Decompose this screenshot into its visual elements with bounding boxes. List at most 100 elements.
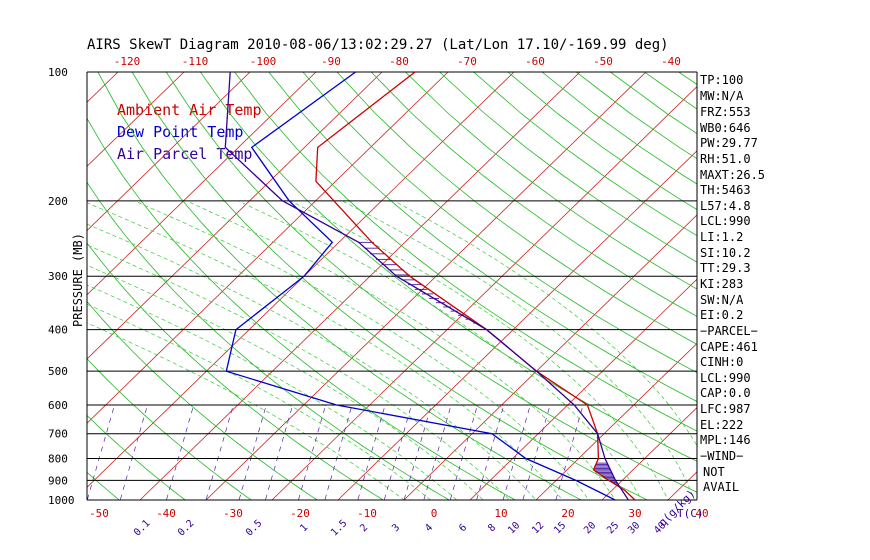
- stat-wind-header: −WIND−: [700, 449, 744, 463]
- chart-title: AIRS SkewT Diagram 2010-08-06/13:02:29.2…: [87, 37, 669, 53]
- stat-frz: FRZ:553: [700, 105, 751, 119]
- moist-adiabat-line: [341, 200, 695, 500]
- moist-adiabat-lines: [87, 200, 697, 500]
- bottom-temp-tick-label: 20: [561, 507, 574, 520]
- isotherm-line: [87, 72, 449, 424]
- legend-air-parcel-temp: Air Parcel Temp: [117, 145, 253, 163]
- stat-el: EL:222: [700, 418, 744, 432]
- dry-adiabat-line: [370, 72, 697, 317]
- stat-maxt: MAXT:26.5: [700, 168, 766, 182]
- mixing-ratio-tick-label: 6: [457, 522, 469, 534]
- stat-mw: MW:N/A: [700, 89, 744, 103]
- dry-adiabat-line: [781, 72, 870, 509]
- stat-wb0: WB0:646: [700, 121, 751, 135]
- stat-ei: EI:0.2: [700, 308, 744, 322]
- dry-adiabat-line: [747, 72, 870, 509]
- bottom-temp-tick-label: -50: [89, 507, 109, 520]
- moist-adiabat-line: [238, 200, 642, 500]
- dry-adiabat-line: [644, 72, 697, 110]
- isotherm-line: [403, 214, 697, 500]
- stat-wind-not: NOT: [703, 465, 725, 479]
- dry-adiabat-line: [131, 72, 649, 500]
- dry-adiabat-line: [850, 72, 870, 509]
- mixing-ratio-line: [265, 404, 294, 500]
- mixing-ratio-line: [555, 404, 584, 500]
- isotherm-line: [469, 278, 697, 500]
- dry-adiabat-line: [439, 72, 697, 263]
- mixing-ratio-tick-label: 1: [298, 522, 310, 534]
- mixing-ratio-line: [502, 404, 531, 500]
- moist-adiabat-line: [289, 200, 669, 500]
- dry-adiabat-line: [234, 72, 697, 432]
- legend-dew-point-temp: Dew Point Temp: [117, 123, 244, 141]
- dry-adiabat-line: [405, 72, 697, 290]
- moist-adiabat-line: [87, 223, 537, 500]
- dry-adiabat-line: [336, 72, 697, 345]
- stat-tt: TT:29.3: [700, 261, 751, 275]
- isobar-lines: [86, 71, 698, 501]
- dry-adiabat-line: [678, 72, 697, 85]
- mixing-ratio-tick-label: 30: [626, 520, 642, 536]
- dry-adiabat-line: [815, 72, 870, 509]
- mixing-ratio-line: [166, 404, 195, 500]
- mixing-ratio-tick-label: 8: [486, 522, 498, 534]
- mixing-ratio-line: [403, 404, 432, 500]
- bottom-temp-tick-label: -10: [357, 507, 377, 520]
- mixing-ratio-tick-label: 0.1: [132, 518, 153, 539]
- bottom-temp-tick-label: -40: [156, 507, 176, 520]
- dry-adiabat-line: [0, 72, 63, 509]
- mixing-ratio-line: [205, 404, 234, 500]
- ambient-air-temp-line: [315, 72, 636, 500]
- isotherm-line: [800, 72, 870, 500]
- dry-adiabat-line: [541, 72, 697, 185]
- dry-adiabat-line: [87, 358, 252, 500]
- stat-tp: TP:100: [700, 73, 744, 87]
- top-temp-tick-label: -120: [114, 55, 141, 68]
- dry-adiabat-line: [165, 72, 697, 493]
- moist-adiabat-line: [87, 284, 458, 500]
- stat-lfc: LFC:987: [700, 402, 751, 416]
- moist-adiabat-line: [87, 202, 563, 500]
- pressure-tick-label: 500: [48, 365, 68, 378]
- bottom-temp-tick-label: -20: [290, 507, 310, 520]
- stat-l57: L57:4.8: [700, 199, 751, 213]
- top-temp-tick-label: -80: [389, 55, 409, 68]
- mixing-ratio-tick-label: 12: [530, 520, 546, 536]
- pressure-tick-label: 600: [48, 399, 68, 412]
- pressure-tick-label: 1000: [48, 494, 75, 507]
- mixing-ratio-line: [324, 404, 353, 500]
- dry-adiabat-line: [473, 72, 697, 237]
- top-temp-tick-label: -100: [250, 55, 277, 68]
- mixing-ratio-line: [383, 404, 412, 500]
- mixing-ratio-line: [522, 404, 551, 500]
- isotherm-line: [87, 72, 317, 296]
- mixing-ratio-tick-label: 0.2: [176, 518, 197, 539]
- isotherm-line: [87, 72, 383, 360]
- dry-adiabat-line: [575, 72, 697, 160]
- bottom-temp-tick-label: 40: [695, 507, 708, 520]
- dry-adiabat-line: [713, 72, 870, 509]
- stat-parcel-header: −PARCEL−: [700, 324, 758, 338]
- bottom-temp-tick-label: -30: [223, 507, 243, 520]
- mixing-ratio-tick-label: 15: [552, 520, 568, 536]
- mixing-ratio-line: [298, 404, 327, 500]
- dry-adiabat-lines: [0, 72, 870, 509]
- isotherm-line: [337, 150, 697, 500]
- stat-si: SI:10.2: [700, 246, 751, 260]
- mixing-ratio-line: [87, 404, 115, 500]
- pressure-tick-label: 800: [48, 453, 68, 466]
- isotherm-line: [734, 72, 870, 500]
- pressure-tick-label: 100: [48, 66, 68, 79]
- mixing-ratio-line: [238, 404, 267, 500]
- mixing-ratio-lines: [87, 404, 584, 500]
- isotherm-line: [87, 72, 185, 167]
- mixing-ratio-tick-label: 4: [423, 522, 435, 534]
- dry-adiabat-line: [87, 242, 384, 500]
- moist-adiabat-line: [87, 244, 511, 500]
- top-temp-tick-label: -90: [321, 55, 341, 68]
- dry-adiabat-line: [87, 300, 318, 500]
- mixing-ratio-tick-label: 0.5: [244, 518, 265, 539]
- isotherm-line: [0, 72, 52, 500]
